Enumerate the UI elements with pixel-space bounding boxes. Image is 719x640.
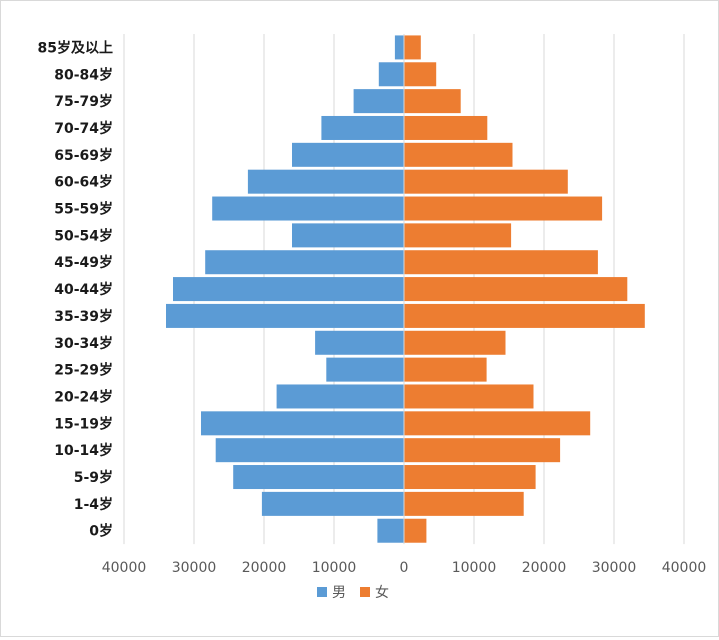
bar-female — [404, 330, 506, 355]
bar-female — [404, 115, 488, 140]
bar-female — [404, 277, 628, 302]
bar-male — [292, 223, 404, 248]
bar-female — [404, 384, 534, 409]
x-tick-label: 0 — [400, 560, 409, 576]
category-label: 5-9岁 — [74, 469, 113, 486]
category-label: 20-24岁 — [54, 388, 113, 405]
bar-female — [404, 411, 591, 436]
category-label: 0岁 — [89, 523, 113, 540]
bar-female — [404, 142, 513, 167]
category-label: 55-59岁 — [54, 201, 113, 218]
bar-female — [404, 303, 645, 328]
bar-male — [353, 89, 404, 114]
x-tick-label: 30000 — [592, 560, 637, 576]
legend: 男女 — [317, 584, 389, 601]
category-label: 30-34岁 — [54, 335, 113, 352]
bars — [166, 35, 645, 543]
bar-female — [404, 491, 524, 516]
bar-female — [404, 62, 437, 87]
bar-female — [404, 357, 487, 382]
x-tick-label: 20000 — [522, 560, 567, 576]
x-tick-label: 20000 — [242, 560, 287, 576]
bar-male — [292, 142, 404, 167]
legend-swatch — [317, 587, 327, 597]
category-label: 25-29岁 — [54, 362, 113, 379]
bar-male — [315, 330, 404, 355]
legend-label: 男 — [332, 585, 346, 601]
bar-female — [404, 169, 568, 194]
bar-male — [321, 115, 404, 140]
bar-male — [394, 35, 404, 60]
bar-male — [276, 384, 404, 409]
category-label: 15-19岁 — [54, 415, 113, 432]
category-label: 70-74岁 — [54, 120, 113, 137]
bar-male — [201, 411, 404, 436]
legend-swatch — [360, 587, 370, 597]
bar-male — [247, 169, 404, 194]
x-tick-label: 40000 — [662, 560, 707, 576]
category-label: 60-64岁 — [54, 174, 113, 191]
bar-male — [215, 438, 404, 463]
bar-female — [404, 89, 461, 114]
tick-labels: 40000 30000 20000 10000 0 10000 20000 30000 4000… — [102, 560, 707, 576]
bar-male — [205, 250, 404, 275]
bar-female — [404, 250, 598, 275]
bar-female — [404, 518, 427, 543]
category-label: 50-54岁 — [54, 227, 113, 244]
bar-male — [261, 491, 404, 516]
bar-female — [404, 35, 421, 60]
bar-male — [233, 465, 404, 490]
x-tick-label: 30000 — [172, 560, 217, 576]
bar-female — [404, 196, 603, 221]
category-label: 40-44岁 — [54, 281, 113, 298]
legend-label: 女 — [375, 584, 389, 601]
category-label: 80-84岁 — [54, 66, 113, 83]
category-label: 35-39岁 — [54, 308, 113, 325]
x-tick-label: 40000 — [102, 560, 147, 576]
bar-female — [404, 438, 561, 463]
x-tick-label: 10000 — [312, 560, 357, 576]
category-label: 85岁及以上 — [38, 39, 113, 56]
bar-female — [404, 465, 536, 490]
category-label: 65-69岁 — [54, 147, 113, 164]
bar-male — [378, 62, 404, 87]
category-label: 45-49岁 — [54, 254, 113, 271]
category-label: 1-4岁 — [74, 496, 113, 513]
category-label: 10-14岁 — [54, 442, 113, 459]
bar-male — [173, 277, 404, 302]
category-labels: 85岁及以上 80-84岁 75-79岁 70-74岁 65-69岁 60-64岁 55-5… — [38, 39, 113, 539]
bar-male — [326, 357, 404, 382]
bar-male — [166, 303, 404, 328]
bar-male — [212, 196, 404, 221]
bar-female — [404, 223, 512, 248]
category-label: 75-79岁 — [54, 93, 113, 110]
x-tick-label: 10000 — [452, 560, 497, 576]
bar-male — [377, 518, 404, 543]
